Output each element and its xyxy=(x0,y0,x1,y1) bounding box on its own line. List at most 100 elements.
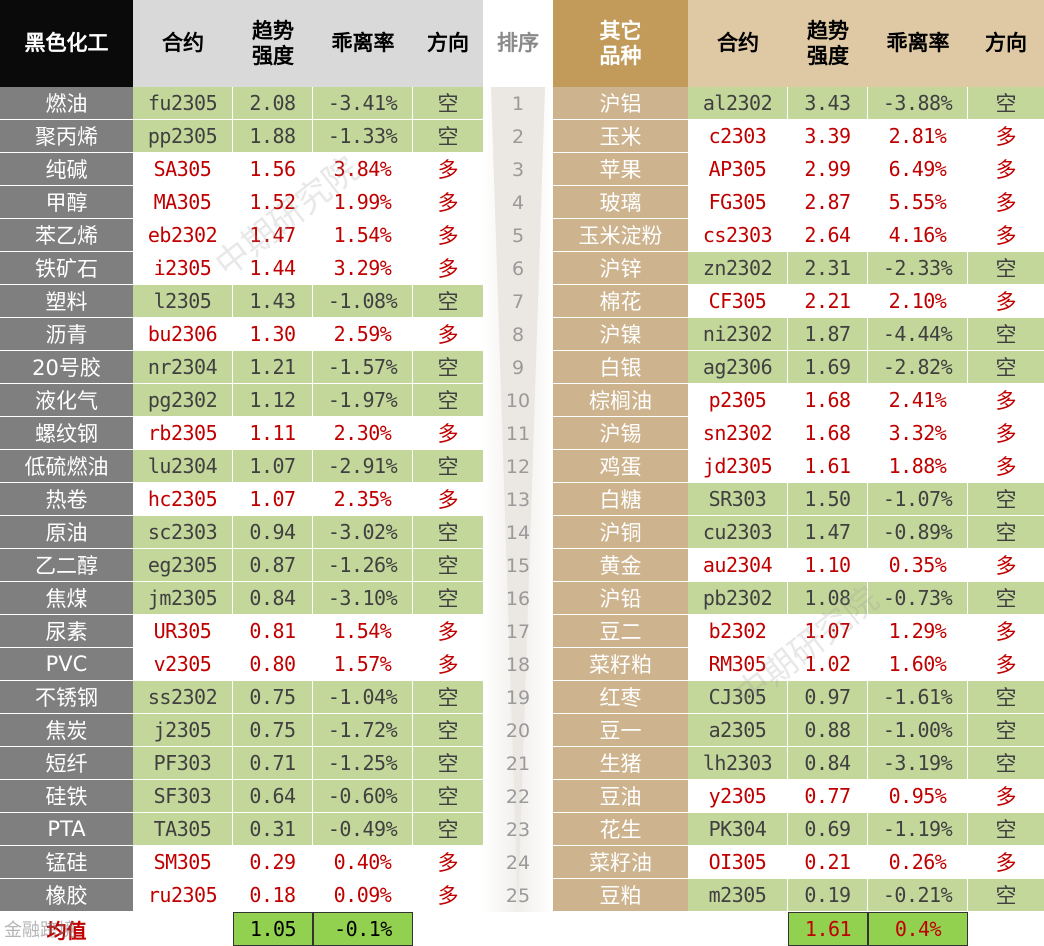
left-deviation-rate: -2.91% xyxy=(313,450,413,483)
left-deviation-rate: 1.99% xyxy=(313,186,413,219)
right-average-trend: 1.61 xyxy=(788,912,868,946)
left-trend-strength: 1.43 xyxy=(233,285,313,318)
table-row: 液化气 pg2302 1.12 -1.97% 空 10 棕榈油 p2305 1.68 2.41% 多 xyxy=(0,384,1044,417)
left-commodity-name: 塑料 xyxy=(0,285,133,318)
right-deviation-rate: -1.61% xyxy=(868,681,968,714)
rank-number: 16 xyxy=(505,587,531,610)
right-trend-strength: 0.69 xyxy=(788,813,868,846)
right-commodity-name: 菜籽油 xyxy=(553,846,688,879)
left-deviation-rate: -1.26% xyxy=(313,549,413,582)
left-trend-strength: 0.29 xyxy=(233,846,313,879)
right-trend-strength: 1.50 xyxy=(788,483,868,516)
right-contract-code: CJ305 xyxy=(688,681,788,714)
left-deviation-rate: 0.40% xyxy=(313,846,413,879)
left-commodity-name: 硅铁 xyxy=(0,780,133,813)
left-contract-code: eb2302 xyxy=(133,219,233,252)
right-average-deviation: 0.4% xyxy=(868,912,968,946)
left-deviation-rate: 1.57% xyxy=(313,648,413,681)
right-trend-strength: 2.31 xyxy=(788,252,868,285)
left-direction: 多 xyxy=(413,846,483,879)
right-contract-code: pb2302 xyxy=(688,582,788,615)
left-commodity-name: 铁矿石 xyxy=(0,252,133,285)
right-contract-code: cu2303 xyxy=(688,516,788,549)
left-average-deviation: -0.1% xyxy=(313,912,413,946)
right-deviation-rate: 0.95% xyxy=(868,780,968,813)
left-trend-strength: 0.80 xyxy=(233,648,313,681)
left-commodity-name: 原油 xyxy=(0,516,133,549)
right-deviation-rate: -0.89% xyxy=(868,516,968,549)
left-trend-strength: 0.75 xyxy=(233,714,313,747)
left-deviation-rate: 2.30% xyxy=(313,417,413,450)
left-trend-strength: 0.84 xyxy=(233,582,313,615)
left-contract-code: pg2302 xyxy=(133,384,233,417)
left-deviation-rate: 3.29% xyxy=(313,252,413,285)
table-row: 低硫燃油 lu2304 1.07 -2.91% 空 12 鸡蛋 jd2305 1.61 1.88%… xyxy=(0,450,1044,483)
left-contract-code: fu2305 xyxy=(133,87,233,120)
right-commodity-name: 沪铅 xyxy=(553,582,688,615)
table-row: 橡胶 ru2305 0.18 0.09% 多 25 豆粕 m2305 0.19 -0.21% 空 xyxy=(0,879,1044,912)
left-deviation-rate: -1.57% xyxy=(313,351,413,384)
right-trend-strength: 1.07 xyxy=(788,615,868,648)
rank-number: 3 xyxy=(511,158,525,181)
left-direction: 空 xyxy=(413,450,483,483)
left-trend-strength: 1.12 xyxy=(233,384,313,417)
right-commodity-name: 豆一 xyxy=(553,714,688,747)
left-contract-code: sc2303 xyxy=(133,516,233,549)
right-commodity-name: 豆粕 xyxy=(553,879,688,912)
left-deviation-rate: -3.41% xyxy=(313,87,413,120)
left-trend-strength: 1.52 xyxy=(233,186,313,219)
left-deviation-rate: 2.59% xyxy=(313,318,413,351)
right-contract-code: cs2303 xyxy=(688,219,788,252)
rank-number: 10 xyxy=(505,389,531,412)
rank-number: 15 xyxy=(505,554,531,577)
rank-number: 1 xyxy=(511,92,525,115)
right-direction: 多 xyxy=(968,549,1044,582)
left-commodity-name: 纯碱 xyxy=(0,153,133,186)
table-row: 原油 sc2303 0.94 -3.02% 空 14 沪铜 cu2303 1.47 -0.89% 空 xyxy=(0,516,1044,549)
right-deviation-rate: 2.81% xyxy=(868,120,968,153)
table-row: 甲醇 MA305 1.52 1.99% 多 4 玻璃 FG305 2.87 5.55% 多 xyxy=(0,186,1044,219)
left-contract-code: lu2304 xyxy=(133,450,233,483)
right-deviation-rate: 1.88% xyxy=(868,450,968,483)
table-row: 尿素 UR305 0.81 1.54% 多 17 豆二 b2302 1.07 1.29% 多 xyxy=(0,615,1044,648)
left-commodity-name: 短纤 xyxy=(0,747,133,780)
left-direction: 空 xyxy=(413,747,483,780)
left-trend-strength: 1.21 xyxy=(233,351,313,384)
right-deviation-rate: -2.82% xyxy=(868,351,968,384)
right-deviation-rate: -4.44% xyxy=(868,318,968,351)
left-deviation-rate: -1.25% xyxy=(313,747,413,780)
left-direction: 多 xyxy=(413,879,483,912)
table-row: PTA TA305 0.31 -0.49% 空 23 花生 PK304 0.69 -1.19% 空 xyxy=(0,813,1044,846)
right-deviation-rate: -2.33% xyxy=(868,252,968,285)
rank-number: 9 xyxy=(511,356,525,379)
right-commodity-name: 白银 xyxy=(553,351,688,384)
left-trend-strength: 0.64 xyxy=(233,780,313,813)
table-row: 铁矿石 i2305 1.44 3.29% 多 6 沪锌 zn2302 2.31 -2.33% 空 xyxy=(0,252,1044,285)
right-deviation-rate: 0.26% xyxy=(868,846,968,879)
left-deviation-rate: -1.04% xyxy=(313,681,413,714)
left-contract-code: rb2305 xyxy=(133,417,233,450)
right-contract-code: m2305 xyxy=(688,879,788,912)
right-contract-code: PK304 xyxy=(688,813,788,846)
right-direction: 多 xyxy=(968,450,1044,483)
left-commodity-name: 20号胶 xyxy=(0,351,133,384)
rank-number: 6 xyxy=(511,257,525,280)
table-row: PVC v2305 0.80 1.57% 多 18 菜籽粕 RM305 1.02 1.60% 多 xyxy=(0,648,1044,681)
left-contract-code: nr2304 xyxy=(133,351,233,384)
right-deviation-rate: 1.60% xyxy=(868,648,968,681)
table-row: 不锈钢 ss2302 0.75 -1.04% 空 19 红枣 CJ305 0.97 -1.61% 空 xyxy=(0,681,1044,714)
right-deviation-rate: -1.19% xyxy=(868,813,968,846)
left-deviation-rate: 1.54% xyxy=(313,615,413,648)
right-commodity-name: 玉米淀粉 xyxy=(553,219,688,252)
left-deviation-rate: -1.72% xyxy=(313,714,413,747)
right-commodity-name: 鸡蛋 xyxy=(553,450,688,483)
right-contract-code: RM305 xyxy=(688,648,788,681)
header-right-deviation: 乖离率 xyxy=(868,0,968,87)
footer-logo: 金融跨境 xyxy=(4,920,76,941)
right-contract-code: ni2302 xyxy=(688,318,788,351)
right-deviation-rate: 1.29% xyxy=(868,615,968,648)
right-contract-code: lh2303 xyxy=(688,747,788,780)
left-direction: 空 xyxy=(413,780,483,813)
rank-number: 25 xyxy=(505,884,531,907)
right-deviation-rate: -0.21% xyxy=(868,879,968,912)
